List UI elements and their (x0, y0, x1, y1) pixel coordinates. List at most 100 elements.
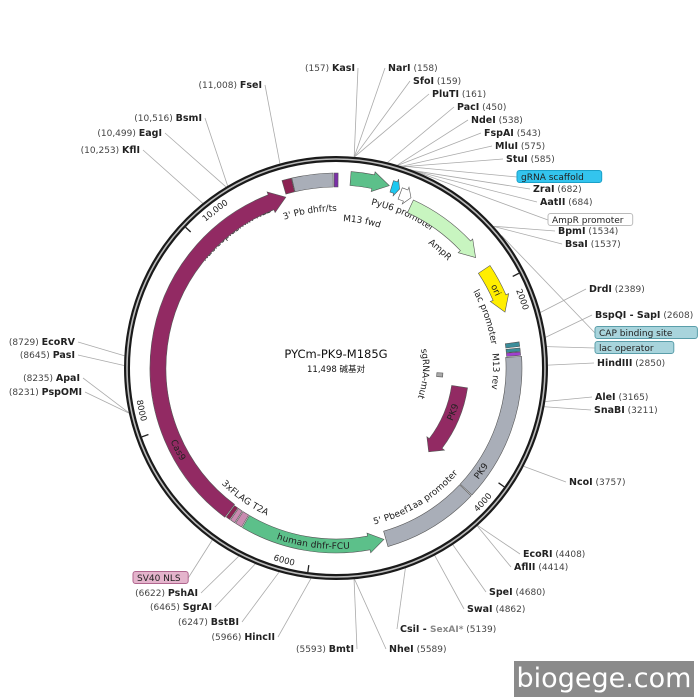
feature-sv40-nls[interactable] (225, 505, 239, 520)
restriction-site-snabi[interactable]: SnaBI (3211) (594, 405, 658, 416)
restriction-site-aatii[interactable]: AatII (684) (540, 197, 592, 208)
tick-mark (307, 565, 310, 573)
feature-ori[interactable] (477, 265, 510, 313)
restriction-site-bspqi-sapi[interactable]: BspQI - SapI (2608) (595, 310, 693, 321)
restriction-site-swai[interactable]: SwaI (4862) (467, 604, 525, 615)
restriction-site-nhei[interactable]: NheI (5589) (389, 644, 447, 655)
feature-3-pb-dhfr-ts[interactable] (291, 172, 334, 193)
restriction-site-alei[interactable]: AleI (3165) (595, 392, 648, 403)
restriction-site-stui[interactable]: StuI (585) (506, 154, 555, 165)
restriction-site-eagi[interactable]: (10,499) EagI (97, 128, 162, 139)
plasmid-name: PYCm-PK9-M185G (284, 347, 387, 361)
restriction-site-nari[interactable]: NarI (158) (388, 63, 438, 74)
site-name: SnaBI (594, 405, 625, 416)
restriction-site-fspai[interactable]: FspAI (543) (484, 128, 541, 139)
site-position: (159) (437, 77, 461, 87)
callout-text: gRNA scaffold (521, 173, 584, 183)
site-leader-line (387, 106, 455, 163)
restriction-site-pspomi[interactable]: (8231) PspOMI (9, 387, 82, 398)
site-leader-line (397, 132, 482, 166)
tick-label: 8000 (134, 399, 148, 422)
feature-label: sgRNA-mut (415, 348, 430, 401)
callout-box (594, 341, 675, 354)
restriction-site-spei[interactable]: SpeI (4680) (489, 587, 545, 598)
restriction-site-pshai[interactable]: (6622) PshAI (135, 588, 198, 599)
site-name: PasI (53, 350, 75, 361)
site-position: (8645) (20, 351, 50, 361)
feature-cap-binding-site[interactable] (504, 341, 521, 349)
feature-ampr-promoter[interactable] (397, 186, 412, 205)
site-name: EcoRV (42, 337, 76, 348)
site-position: (4408) (555, 550, 585, 560)
site-leader-line (547, 362, 595, 366)
feature-callout[interactable]: SV40 NLS (132, 571, 189, 585)
feature-pk9[interactable] (426, 385, 468, 453)
site-position: (5593) (296, 645, 326, 655)
feature-human-dhfr-fcu[interactable] (241, 515, 385, 554)
restriction-site-hincii[interactable]: (5966) HincII (212, 632, 275, 643)
feature-5-pbeef1aa-promoter[interactable] (383, 484, 472, 547)
restriction-site-fsei[interactable]: (11,008) FseI (198, 80, 262, 91)
site-leader-line (540, 288, 587, 313)
site-position: (2389) (615, 285, 645, 295)
restriction-site-apai[interactable]: (8235) ApaI (23, 373, 80, 384)
site-name: AatII (540, 197, 565, 208)
restriction-site-mlui[interactable]: MluI (575) (495, 141, 545, 152)
feature-callout[interactable]: CAP binding site (594, 326, 698, 340)
feature-grna-scaffold[interactable] (389, 179, 400, 197)
restriction-site-sfoi[interactable]: SfoI (159) (413, 76, 461, 87)
feature-nucleoplasmin-nls[interactable] (281, 177, 295, 195)
feature-callout[interactable]: AmpR promoter (547, 213, 634, 227)
site-leader-line (401, 145, 493, 167)
feature-m13-rev[interactable] (506, 351, 521, 357)
restriction-site-aflii[interactable]: AflII (4414) (514, 562, 568, 573)
restriction-site-ecorv[interactable]: (8729) EcoRV (9, 337, 76, 348)
restriction-site-bsmi[interactable]: (10,516) BsmI (134, 113, 202, 124)
site-name: DrdI (589, 284, 612, 295)
site-leader-line (354, 579, 387, 650)
feature-callout[interactable]: gRNA scaffold (516, 170, 603, 184)
plasmid-size: 11,498 碱基对 (307, 364, 365, 375)
restriction-site-ecori[interactable]: EcoRI (4408) (523, 549, 585, 560)
restriction-site-ndei[interactable]: NdeI (538) (471, 115, 523, 126)
feature-cas9[interactable] (149, 191, 287, 518)
site-leader-line (353, 67, 359, 157)
site-position: (6247) (178, 618, 208, 628)
site-name: ApaI (56, 373, 80, 384)
site-name: PshAI (168, 588, 198, 599)
feature-pk9[interactable] (459, 356, 523, 496)
site-name: KflI (122, 145, 140, 156)
feature-pyu6-promoter[interactable] (349, 171, 390, 192)
restriction-site-kasi[interactable]: (157) KasI (305, 63, 355, 74)
restriction-site-zrai[interactable]: ZraI (682) (533, 184, 582, 195)
feature-t2a[interactable] (235, 511, 250, 528)
restriction-site-bmti[interactable]: (5593) BmtI (296, 644, 354, 655)
site-position: (4862) (495, 605, 525, 615)
site-leader-line (354, 80, 411, 158)
feature-leader-line (187, 539, 213, 579)
feature-lac-operator[interactable] (505, 347, 521, 353)
site-name: BmtI (329, 644, 354, 655)
restriction-site-pluti[interactable]: PluTI (161) (432, 89, 486, 100)
site-name: NheI (389, 644, 414, 655)
restriction-site-sgrai[interactable]: (6465) SgrAI (150, 602, 212, 613)
feature-3xflag[interactable] (230, 507, 243, 524)
feature-m13-fwd[interactable] (333, 172, 339, 188)
restriction-site-bsai[interactable]: BsaI (1537) (565, 239, 621, 250)
restriction-site-csii[interactable]: CsiI - SexAI* (5139) (400, 624, 496, 635)
site-position: (11,008) (198, 81, 237, 91)
feature-sgrna-mut[interactable] (436, 372, 444, 378)
feature-callout[interactable]: lac operator (594, 341, 675, 355)
restriction-site-ncoi[interactable]: NcoI (3757) (569, 477, 625, 488)
restriction-site-pasi[interactable]: (8645) PasI (20, 350, 75, 361)
restriction-site-drdi[interactable]: DrdI (2389) (589, 284, 645, 295)
restriction-site-bstbi[interactable]: (6247) BstBI (178, 617, 239, 628)
site-leader-line (77, 354, 125, 366)
restriction-site-hindiii[interactable]: HindIII (2850) (597, 358, 665, 369)
restriction-site-paci[interactable]: PacI (450) (457, 102, 506, 113)
feature-ampr[interactable] (407, 199, 476, 259)
restriction-site-kfli[interactable]: (10,253) KflI (81, 145, 140, 156)
feature-label: AmpR (426, 237, 453, 262)
site-name: FspAI (484, 128, 514, 139)
restriction-site-bpmi[interactable]: BpmI (1534) (558, 226, 618, 237)
